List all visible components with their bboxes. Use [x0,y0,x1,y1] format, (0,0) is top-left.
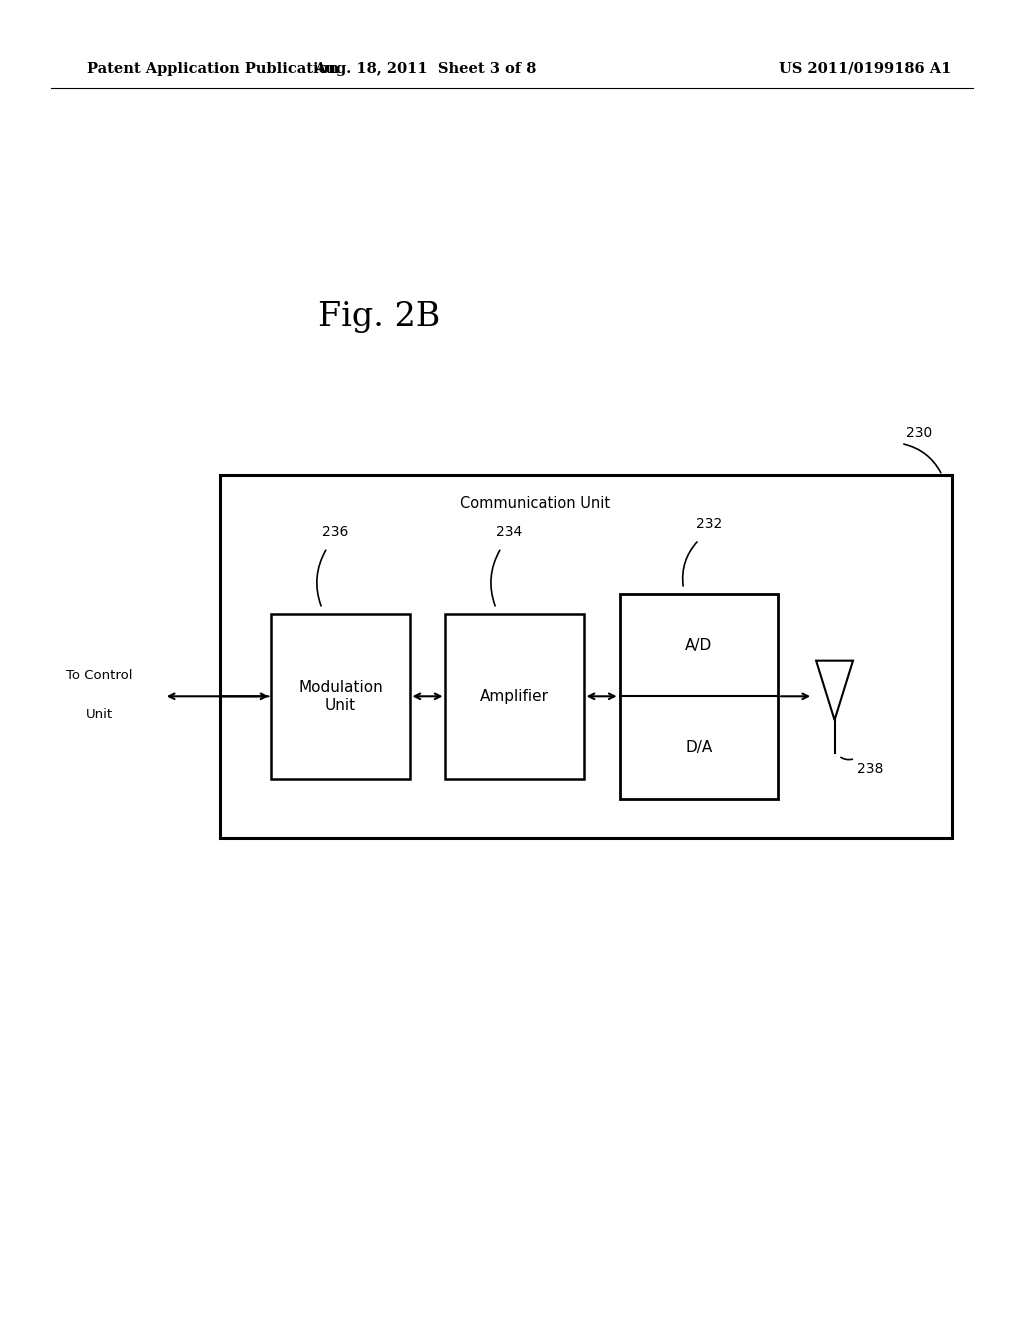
Text: Aug. 18, 2011  Sheet 3 of 8: Aug. 18, 2011 Sheet 3 of 8 [313,62,537,75]
Bar [620,594,778,799]
Text: 232: 232 [696,517,722,531]
Text: D/A: D/A [685,741,713,755]
Text: Communication Unit: Communication Unit [460,496,610,511]
Text: 234: 234 [497,525,522,539]
Text: 236: 236 [323,525,348,539]
Bar [445,614,584,779]
Text: 238: 238 [857,762,884,776]
Text: Fig. 2B: Fig. 2B [317,301,440,333]
Text: US 2011/0199186 A1: US 2011/0199186 A1 [779,62,951,75]
Text: Patent Application Publication: Patent Application Publication [87,62,339,75]
Text: Amplifier: Amplifier [480,689,549,704]
Text: A/D: A/D [685,638,713,652]
Text: 230: 230 [906,426,933,440]
Text: Unit: Unit [86,709,113,721]
Bar [220,475,952,838]
Text: Modulation
Unit: Modulation Unit [298,680,383,713]
Text: To Control: To Control [67,669,132,681]
Polygon shape [816,660,853,721]
Bar [271,614,410,779]
